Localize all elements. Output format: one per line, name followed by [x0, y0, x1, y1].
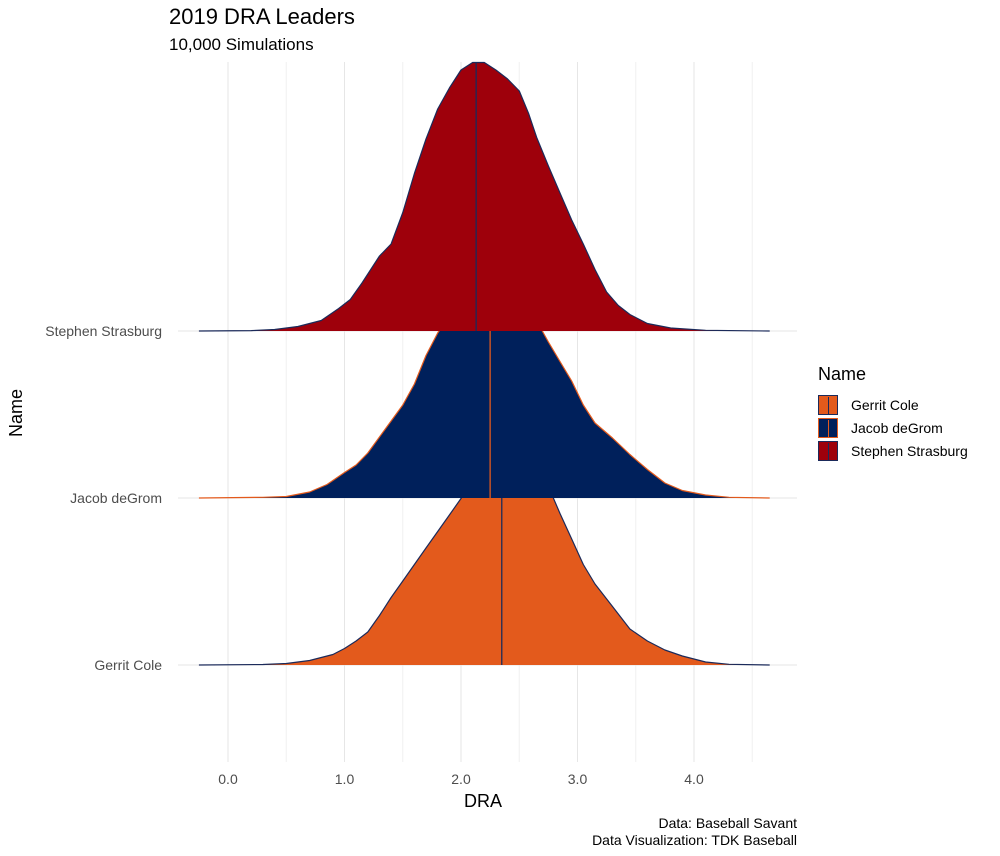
- legend-item: Gerrit Cole: [818, 393, 968, 416]
- legend-item: Jacob deGrom: [818, 416, 968, 439]
- ridges: [198, 61, 770, 666]
- density-area: [198, 62, 770, 331]
- legend-key: [818, 440, 838, 461]
- density-area: [198, 438, 770, 665]
- legend: Name Gerrit Cole Jacob deGrom Stephen Stra…: [818, 364, 968, 462]
- legend-label: Jacob deGrom: [851, 419, 943, 436]
- legend-key-median: [828, 442, 829, 461]
- legend-key: [818, 394, 838, 415]
- density-outline: [198, 61, 770, 332]
- caption-credit: Data Visualization: TDK Baseball: [592, 832, 797, 848]
- x-tick-label: 4.0: [684, 771, 704, 787]
- caption-source: Data: Baseball Savant: [658, 815, 797, 831]
- x-tick-label: 3.0: [568, 771, 588, 787]
- y-tick-label: Jacob deGrom: [70, 490, 162, 506]
- y-axis-ticks: Gerrit Cole Jacob deGrom Stephen Strasburg: [45, 323, 162, 673]
- y-tick-label: Stephen Strasburg: [45, 323, 162, 339]
- chart-title: 2019 DRA Leaders: [169, 4, 355, 29]
- y-axis-title: Name: [6, 389, 26, 437]
- legend-title: Name: [818, 364, 867, 384]
- legend-label: Stephen Strasburg: [851, 442, 968, 459]
- ridge-stephen-strasburg: [198, 61, 770, 332]
- x-tick-label: 2.0: [451, 771, 471, 787]
- x-axis-title: DRA: [464, 791, 502, 811]
- x-axis-ticks: 0.0 1.0 2.0 3.0 4.0: [218, 771, 704, 787]
- x-tick-label: 1.0: [335, 771, 355, 787]
- chart-subtitle: 10,000 Simulations: [169, 35, 314, 54]
- legend-key-median: [828, 419, 829, 438]
- legend-key-median: [828, 396, 829, 415]
- legend-item: Stephen Strasburg: [818, 439, 968, 462]
- density-area: [198, 273, 770, 498]
- legend-label: Gerrit Cole: [851, 396, 919, 413]
- legend-items: Gerrit Cole Jacob deGrom Stephen Strasburg: [818, 393, 968, 462]
- y-tick-label: Gerrit Cole: [94, 657, 162, 673]
- legend-key: [818, 417, 838, 438]
- x-tick-label: 0.0: [218, 771, 238, 787]
